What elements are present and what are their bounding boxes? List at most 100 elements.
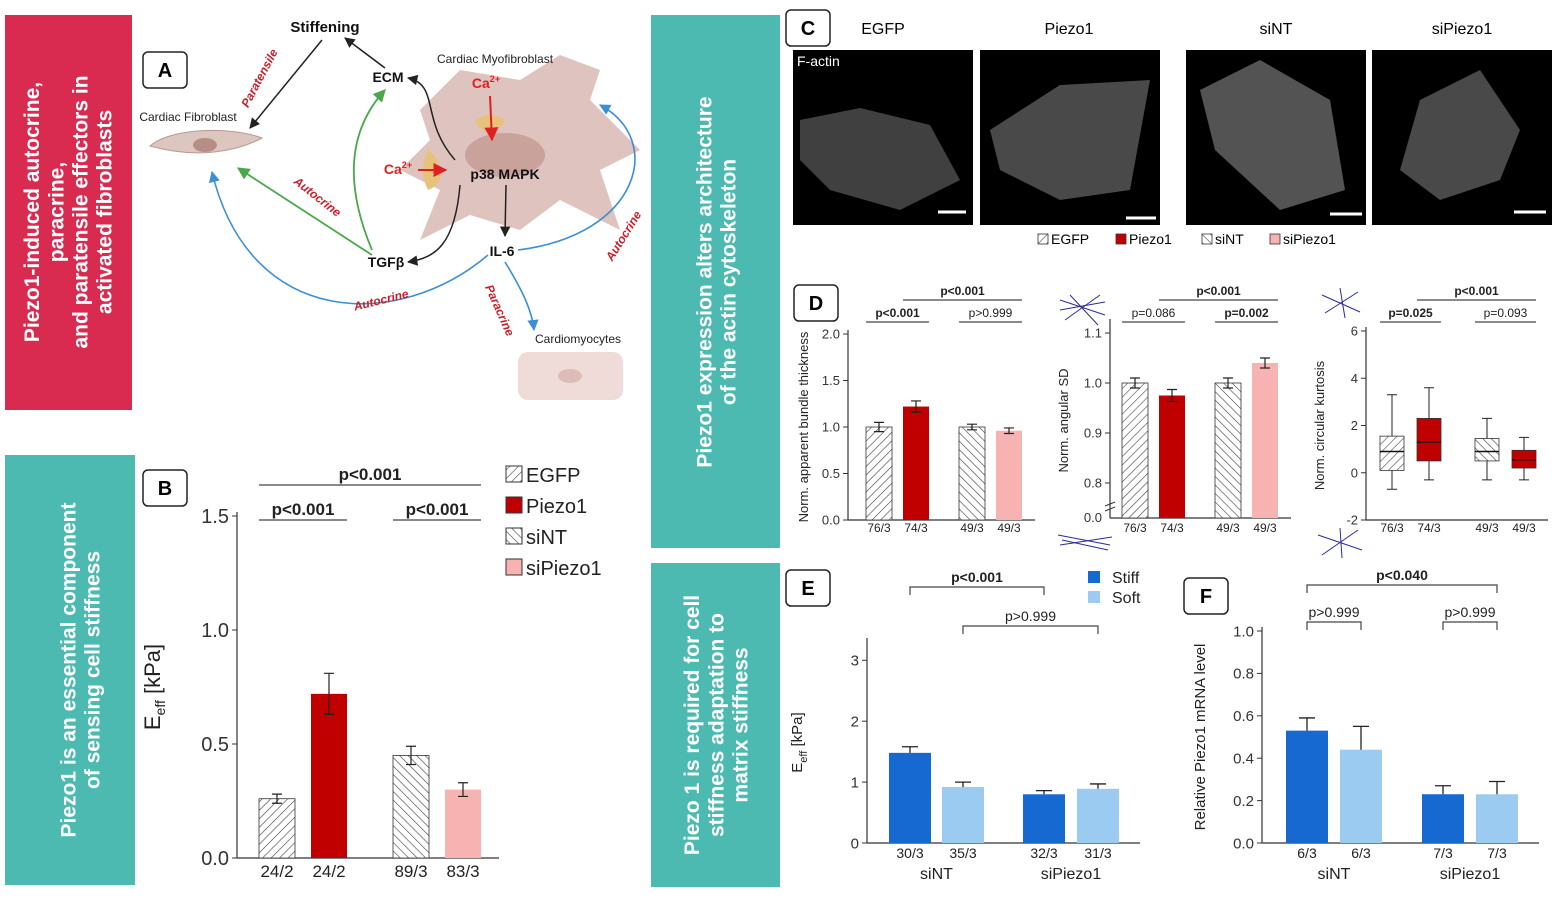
image-title: siPiezo1 bbox=[1432, 21, 1493, 38]
legend-swatch bbox=[1269, 233, 1281, 245]
bar bbox=[1422, 794, 1464, 843]
legend-label: siPiezo1 bbox=[1283, 231, 1336, 247]
side-label: Piezo 1 is required for cellstiffness ad… bbox=[681, 595, 752, 855]
significance-label: p<0.001 bbox=[1196, 284, 1241, 298]
error-bar bbox=[458, 782, 468, 798]
side-box bbox=[5, 15, 132, 410]
panel-letter: E bbox=[801, 578, 814, 600]
y-axis-label-part: [kPa] bbox=[140, 644, 165, 700]
significance-label: p<0.040 bbox=[1376, 567, 1428, 583]
bar bbox=[996, 430, 1022, 520]
x-tick-label: 24/2 bbox=[312, 862, 345, 881]
y-tick-label: 0.0 bbox=[1233, 835, 1254, 852]
bar bbox=[865, 426, 893, 521]
bar bbox=[1121, 382, 1149, 519]
x-tick-label: 74/3 bbox=[904, 521, 928, 535]
y-axis-label-part: Relative Piezo1 mRNA level bbox=[1192, 644, 1209, 831]
y-tick-label: 1 bbox=[851, 774, 859, 791]
error-bar bbox=[955, 781, 971, 787]
side-label-line: Piezo 1 is required for cell bbox=[681, 595, 704, 855]
significance-label: p=0.086 bbox=[1132, 306, 1176, 320]
error-bar bbox=[1004, 427, 1014, 435]
image-title: siNT bbox=[1260, 21, 1293, 38]
diagram-label: Paratensile bbox=[238, 46, 281, 109]
y-axis-label: Norm. angular SD bbox=[1056, 368, 1071, 472]
y-axis-label-part: E bbox=[140, 715, 165, 730]
significance-label: p<0.001 bbox=[339, 465, 402, 484]
n-label: 7/3 bbox=[1433, 845, 1453, 861]
legend-swatch bbox=[505, 527, 523, 545]
y-axis-label-part: [kPa] bbox=[789, 712, 806, 750]
x-tick-label: siNT bbox=[920, 866, 953, 883]
y-tick-label: 0 bbox=[851, 835, 859, 852]
y-tick-label: 2.0 bbox=[822, 327, 840, 342]
y-tick-label: 0.0 bbox=[201, 848, 229, 870]
y-axis-label-part: Norm. circular kurtosis bbox=[1312, 360, 1327, 490]
y-tick-label: 0.2 bbox=[1233, 793, 1254, 810]
bar bbox=[258, 798, 296, 859]
error-bar bbox=[1435, 785, 1451, 795]
panel-letter-box bbox=[785, 569, 831, 607]
side-box bbox=[651, 563, 780, 887]
box bbox=[1474, 438, 1500, 462]
legend-swatch bbox=[1088, 571, 1100, 583]
bar bbox=[445, 789, 481, 858]
diagram-label: Paracrine bbox=[482, 283, 517, 339]
x-tick-label: 83/3 bbox=[446, 862, 479, 881]
bar bbox=[942, 786, 984, 843]
bar bbox=[1340, 749, 1382, 843]
legend-swatch bbox=[1088, 591, 1100, 603]
side-label-line: paracrine, bbox=[45, 162, 68, 262]
error-bar bbox=[324, 672, 334, 715]
error-bar bbox=[1489, 780, 1505, 795]
x-tick-label: 49/3 bbox=[997, 521, 1021, 535]
y-tick-label: 0.6 bbox=[1233, 708, 1254, 725]
diagram-label: Ca2+ bbox=[384, 160, 412, 177]
error-bar bbox=[911, 400, 921, 413]
significance-label: p<0.001 bbox=[875, 306, 920, 320]
y-tick-label: 1.5 bbox=[201, 506, 229, 528]
micrographs bbox=[793, 50, 1552, 225]
error-bar bbox=[967, 423, 977, 431]
diagram-label-base: Ca bbox=[472, 75, 490, 91]
significance-bracket bbox=[962, 625, 1099, 634]
diagram-label-sup: 2+ bbox=[490, 74, 500, 84]
significance-label: p<0.001 bbox=[272, 500, 335, 519]
y-tick-label: 0.5 bbox=[201, 734, 229, 756]
error-bar bbox=[1167, 388, 1177, 403]
y-tick-label: 0.8 bbox=[1233, 666, 1254, 683]
error-bar bbox=[1260, 357, 1270, 369]
y-tick-label: 1.0 bbox=[201, 620, 229, 642]
significance-label: p=0.025 bbox=[1388, 306, 1433, 320]
panel-letter-box bbox=[793, 284, 839, 322]
y-tick-label: 6 bbox=[1351, 324, 1358, 339]
bar bbox=[1476, 794, 1518, 843]
error-bar bbox=[406, 745, 416, 766]
diagram-label-base: Ca bbox=[384, 161, 402, 177]
diagram-label: p38 MAPK bbox=[470, 166, 539, 182]
y-axis-label: Relative Piezo1 mRNA level bbox=[1192, 644, 1209, 831]
y-tick-label: 1.0 bbox=[822, 420, 840, 435]
significance-bracket bbox=[909, 586, 1045, 595]
channel-label: F-actin bbox=[797, 53, 840, 69]
y-tick-label: -2 bbox=[1346, 513, 1358, 528]
error-bar bbox=[1223, 377, 1233, 389]
y-tick-label: 3 bbox=[851, 653, 859, 670]
axis-break bbox=[1104, 501, 1116, 512]
panel-letter: A bbox=[158, 60, 172, 82]
y-tick-label: 0.4 bbox=[1233, 750, 1254, 767]
x-tick-label: 49/3 bbox=[1475, 521, 1499, 535]
legend-label: Piezo1 bbox=[526, 496, 587, 518]
significance-label: p=0.093 bbox=[1484, 306, 1528, 320]
x-tick-label: 76/3 bbox=[1123, 521, 1147, 535]
diagram-label-sup: 2+ bbox=[402, 160, 412, 170]
diagram-shapes bbox=[148, 37, 640, 400]
x-tick-label: 74/3 bbox=[1417, 521, 1441, 535]
side-label-line: of sensing cell stiffness bbox=[81, 551, 104, 789]
panel-letter: D bbox=[809, 293, 823, 315]
diagram-label: ECM bbox=[372, 69, 403, 85]
side-label-line: Piezo1-induced autocrine, bbox=[21, 82, 44, 342]
side-label-line: and paratensile effectors in bbox=[69, 75, 92, 348]
side-label-line: matrix stiffness bbox=[730, 647, 753, 802]
significance-bracket bbox=[1306, 584, 1498, 593]
